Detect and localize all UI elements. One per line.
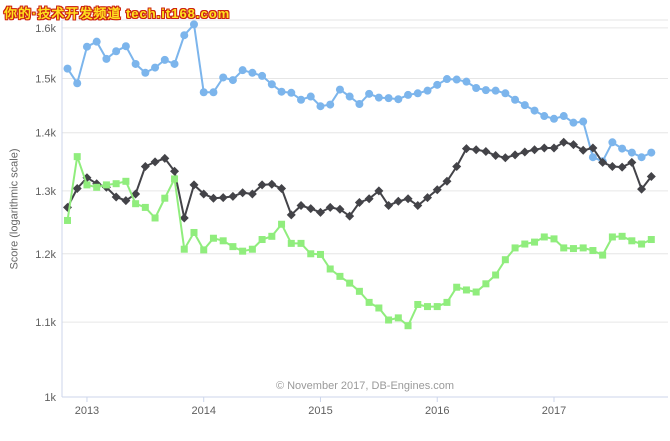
x-axis-ticks — [86, 397, 555, 402]
y-tick-label: 1.6k — [35, 23, 56, 35]
y-tick-label: 1k — [44, 392, 56, 404]
y-tick-label: 1.2k — [35, 249, 56, 261]
series-blue[interactable] — [63, 20, 656, 166]
x-axis-labels: 2013 2014 2015 2016 2017 — [75, 405, 567, 417]
x-tick-label: 2014 — [191, 405, 215, 417]
x-tick-label: 2016 — [425, 405, 449, 417]
y-gridlines — [62, 27, 668, 323]
watermark: 你的·技术开发频道 tech.it168.com — [4, 6, 231, 21]
x-tick-label: 2015 — [308, 405, 332, 417]
y-tick-label: 1.5k — [35, 74, 56, 86]
y-tick-label: 1.4k — [35, 128, 56, 140]
credits-label: © November 2017, DB-Engines.com — [275, 380, 455, 392]
y-tick-label: 1.3k — [35, 186, 56, 198]
y-axis-title: Score (logarithmic scale) — [8, 148, 21, 270]
y-tick-label: 1.1k — [35, 317, 56, 329]
y-axis-labels: 1k 1.1k 1.2k 1.3k 1.4k 1.5k 1.6k — [35, 23, 56, 404]
series-black[interactable] — [63, 137, 656, 223]
series-green[interactable] — [64, 153, 655, 330]
x-tick-label: 2017 — [542, 405, 566, 417]
x-tick-label: 2013 — [75, 405, 99, 417]
